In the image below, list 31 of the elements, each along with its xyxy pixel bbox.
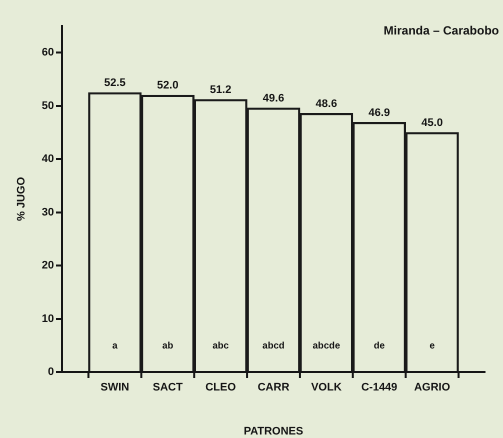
x-tick-label: SWIN (100, 382, 130, 394)
annotation: e (429, 340, 435, 352)
y-tick-label: 40 (42, 153, 54, 166)
y-tick-label: 20 (42, 260, 54, 272)
annotation: abc (212, 340, 229, 352)
data-label: 49.6 (262, 92, 284, 105)
annotation: a (112, 340, 118, 352)
annotation: ab (162, 340, 174, 352)
data-label: 45.0 (421, 116, 443, 129)
x-tick-label: CLEO (205, 382, 236, 394)
data-label: 52.5 (104, 77, 126, 90)
x-axis-title: PATRONES (244, 425, 304, 438)
y-tick-label: 60 (42, 46, 54, 59)
x-tick-label: SACT (152, 382, 183, 394)
x-tick-label: CARR (258, 382, 290, 394)
data-label: 51.2 (210, 84, 232, 96)
annotation: de (374, 340, 385, 352)
annotation: abcd (262, 340, 285, 352)
y-tick-label: 10 (42, 312, 54, 325)
y-tick-label: 0 (48, 366, 54, 378)
x-tick-label: AGRIO (414, 382, 451, 394)
data-label: 52.0 (157, 80, 178, 92)
x-tick-label: VOLK (311, 382, 342, 394)
data-label: 48.6 (316, 98, 338, 110)
y-tick-label: 30 (42, 206, 54, 218)
x-tick-label: C-1449 (361, 382, 398, 394)
data-label: 46.9 (368, 106, 390, 119)
y-tick-label: 50 (42, 100, 54, 112)
annotation: abcde (312, 340, 340, 352)
y-axis-title: % JUGO (16, 176, 28, 222)
chart-title: Miranda – Carabobo (384, 23, 499, 38)
